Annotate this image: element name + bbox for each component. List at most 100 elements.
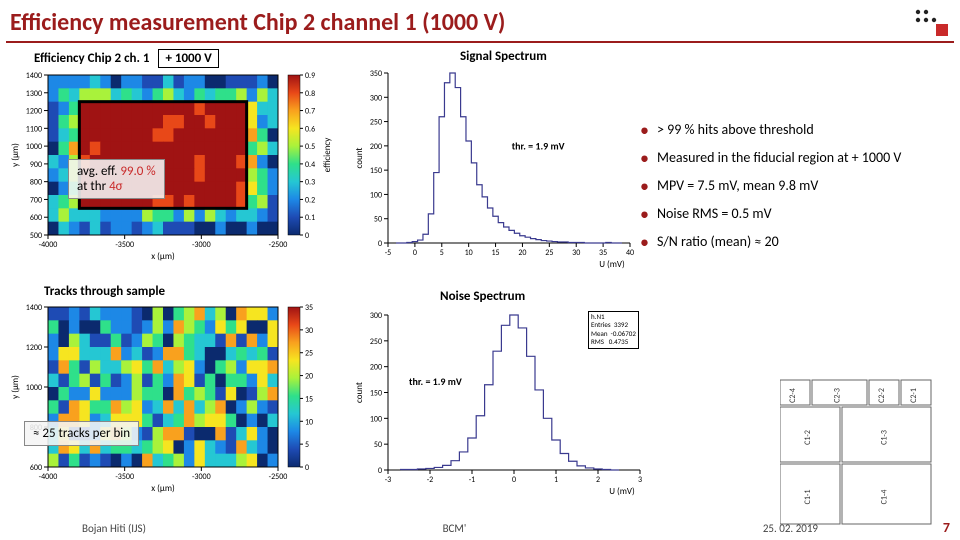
svg-text:15: 15 <box>492 248 500 258</box>
svg-text:10: 10 <box>465 248 473 258</box>
svg-text:600: 600 <box>30 463 42 473</box>
svg-text:0.5: 0.5 <box>305 142 315 152</box>
svg-text:0.8: 0.8 <box>305 89 315 99</box>
svg-text:-5: -5 <box>385 248 392 258</box>
svg-text:thr. = 1.9 mV: thr. = 1.9 mV <box>409 375 462 388</box>
svg-text:C2-4: C2-4 <box>788 388 798 403</box>
svg-text:1: 1 <box>554 475 558 485</box>
eff-overlay-box: avg. eff. 99.0 % at thr 4σ <box>68 159 165 199</box>
svg-text:200: 200 <box>370 363 382 373</box>
svg-text:40: 40 <box>626 248 634 258</box>
svg-text:0.9: 0.9 <box>305 71 315 81</box>
svg-text:100: 100 <box>370 190 382 200</box>
svg-text:U (mV): U (mV) <box>609 486 635 497</box>
svg-text:10: 10 <box>305 417 313 427</box>
svg-text:35: 35 <box>305 303 313 313</box>
svg-text:150: 150 <box>370 389 382 399</box>
tracks-heatmap: -4000-3500-3000-2500600800100012001400x … <box>6 299 336 499</box>
svg-text:20: 20 <box>518 248 526 258</box>
svg-text:250: 250 <box>370 118 382 128</box>
svg-text:C2-3: C2-3 <box>833 388 843 403</box>
svg-text:200: 200 <box>370 142 382 152</box>
bullet-item: Measured in the fiducial region at + 100… <box>640 149 950 167</box>
svg-text:300: 300 <box>370 311 382 321</box>
svg-text:5: 5 <box>440 248 444 258</box>
noise-stats-box: h.N1 Entries 3392 Mean -0.06702 RMS 0.47… <box>588 311 639 349</box>
page-number: 7 <box>943 519 950 536</box>
footer: Bojan Hiti (IJS) BCM' 25. 02. 2019 <box>0 516 960 540</box>
svg-text:0.3: 0.3 <box>305 178 315 188</box>
tracks-overlay: ≈ 25 tracks per bin <box>24 421 139 446</box>
tracks-title: Tracks through sample <box>44 284 165 299</box>
svg-text:1400: 1400 <box>26 71 42 81</box>
svg-text:350: 350 <box>370 69 382 79</box>
bullet-item: Noise RMS = 0.5 mV <box>640 205 950 223</box>
svg-text:-2500: -2500 <box>269 472 288 482</box>
svg-text:C1-1: C1-1 <box>803 490 813 505</box>
svg-text:0: 0 <box>305 231 309 241</box>
bullet-item: S/N ratio (mean) ≈ 20 <box>640 233 950 251</box>
svg-text:2: 2 <box>596 475 600 485</box>
svg-text:30: 30 <box>305 326 313 336</box>
svg-text:35: 35 <box>599 248 607 258</box>
svg-text:count: count <box>354 148 365 169</box>
svg-text:-4000: -4000 <box>39 472 58 482</box>
svg-text:0.7: 0.7 <box>305 107 315 117</box>
svg-text:-1: -1 <box>469 475 476 485</box>
svg-text:C1-2: C1-2 <box>803 430 813 445</box>
svg-text:20: 20 <box>305 372 313 382</box>
bullet-item: > 99 % hits above threshold <box>640 121 950 139</box>
svg-text:0.4: 0.4 <box>305 160 315 170</box>
svg-text:1400: 1400 <box>26 303 42 313</box>
svg-text:C1-4: C1-4 <box>880 490 890 505</box>
svg-text:800: 800 <box>30 178 42 188</box>
svg-text:C1-3: C1-3 <box>880 430 890 445</box>
svg-text:0: 0 <box>512 475 516 485</box>
signal-title: Signal Spectrum <box>460 49 547 64</box>
svg-text:0: 0 <box>378 466 382 476</box>
svg-text:30: 30 <box>572 248 580 258</box>
svg-text:-3500: -3500 <box>115 472 134 482</box>
svg-text:250: 250 <box>370 337 382 347</box>
svg-text:-3: -3 <box>385 475 392 485</box>
svg-text:700: 700 <box>30 195 42 205</box>
svg-text:0.2: 0.2 <box>305 195 315 205</box>
title-underline <box>6 41 954 43</box>
bullet-item: MPV = 7.5 mV, mean 9.8 mV <box>640 177 950 195</box>
noise-title: Noise Spectrum <box>440 289 525 304</box>
svg-text:C2-2: C2-2 <box>877 388 887 403</box>
svg-text:5: 5 <box>305 440 309 450</box>
svg-text:1100: 1100 <box>26 124 42 134</box>
svg-text:-2500: -2500 <box>269 240 288 250</box>
svg-text:0.1: 0.1 <box>305 213 315 223</box>
svg-text:15: 15 <box>305 394 313 404</box>
svg-text:1200: 1200 <box>26 107 42 117</box>
svg-text:100: 100 <box>370 414 382 424</box>
svg-text:600: 600 <box>30 213 42 223</box>
footer-mid: BCM' <box>443 522 467 535</box>
svg-text:-3000: -3000 <box>192 472 211 482</box>
institute-logo <box>910 6 950 46</box>
voltage-badge: + 1000 V <box>158 49 218 68</box>
svg-text:1000: 1000 <box>26 383 42 393</box>
svg-text:-4000: -4000 <box>39 240 58 250</box>
footer-author: Bojan Hiti (IJS) <box>82 522 146 535</box>
svg-text:x (μm): x (μm) <box>151 251 175 262</box>
svg-text:300: 300 <box>370 93 382 103</box>
svg-text:1300: 1300 <box>26 89 42 99</box>
slide-title: Efficiency measurement Chip 2 channel 1 … <box>0 0 960 41</box>
svg-text:0: 0 <box>378 239 382 249</box>
footer-date: 25. 02. 2019 <box>763 522 818 535</box>
signal-spectrum-chart: -50510152025303540050100150200250300350U… <box>350 63 640 273</box>
svg-text:3: 3 <box>638 475 642 485</box>
svg-text:x (μm): x (μm) <box>151 483 175 494</box>
svg-text:1000: 1000 <box>26 142 42 152</box>
svg-text:0.6: 0.6 <box>305 124 315 134</box>
eff-map-title: Efficiency Chip 2 ch. 1 <box>34 51 150 66</box>
svg-text:0: 0 <box>305 463 309 473</box>
eff-map-title-row: Efficiency Chip 2 ch. 1 + 1000 V <box>34 49 219 68</box>
svg-text:-2: -2 <box>427 475 434 485</box>
svg-text:efficiency: efficiency <box>322 137 333 173</box>
svg-text:C2-1: C2-1 <box>909 388 919 403</box>
svg-text:y (μm): y (μm) <box>10 143 21 167</box>
